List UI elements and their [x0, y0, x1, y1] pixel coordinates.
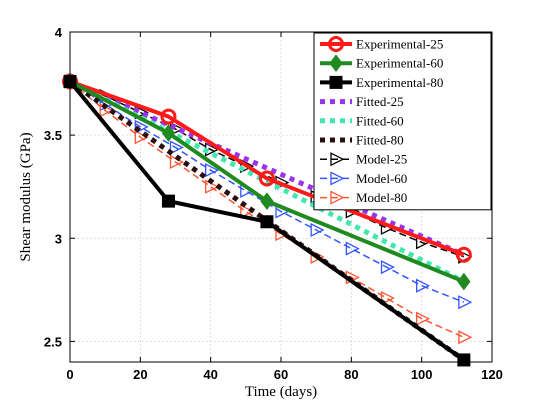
data-point — [458, 295, 473, 310]
data-point — [457, 272, 471, 291]
legend-entry: Experimental-25 — [320, 36, 443, 52]
y-tick-label: 2.5 — [44, 334, 62, 349]
x-tick-label: 60 — [274, 367, 288, 382]
legend-label: Experimental-25 — [356, 37, 443, 52]
legend-marker — [329, 54, 343, 73]
data-point — [134, 130, 149, 145]
data-point — [134, 119, 149, 134]
y-tick-label: 3.5 — [44, 128, 62, 143]
legend-label: Model-25 — [356, 152, 407, 167]
series-line — [69, 79, 465, 257]
x-tick-label: 100 — [411, 367, 433, 382]
legend-label: Experimental-60 — [356, 56, 443, 71]
series-line — [69, 79, 465, 284]
legend-entry: Model-25 — [320, 152, 407, 167]
series-layer — [62, 72, 473, 367]
data-point — [161, 194, 175, 208]
legend-entry: Fitted-60 — [320, 113, 404, 128]
y-tick-label: 3 — [55, 231, 62, 246]
legend-entry: Model-80 — [320, 190, 407, 205]
y-axis-label: Shear modulus (GPa) — [18, 132, 34, 261]
x-tick-label: 80 — [344, 367, 358, 382]
series-fitted-25 — [68, 79, 465, 258]
legend-entry: Fitted-25 — [320, 94, 404, 109]
legend-label: Experimental-80 — [356, 75, 443, 90]
series-experimental-80 — [63, 75, 471, 367]
series-line — [68, 80, 466, 362]
data-point — [260, 192, 274, 210]
legend-label: Fitted-25 — [356, 94, 404, 109]
legend-entry: Experimental-80 — [320, 75, 443, 90]
data-point — [345, 241, 360, 256]
legend-entry: Model-60 — [320, 171, 407, 186]
data-point — [161, 124, 176, 142]
legend-label: Model-80 — [356, 190, 407, 205]
data-point — [457, 353, 471, 367]
legend-label: Fitted-60 — [356, 113, 404, 128]
legend-entry: Fitted-80 — [320, 133, 404, 148]
series-line — [68, 79, 465, 258]
legend: Experimental-25 Experimental-60 Experiment… — [313, 32, 492, 211]
legend-marker — [330, 190, 345, 205]
data-point — [416, 278, 431, 293]
legend-marker — [330, 171, 345, 186]
data-point — [169, 140, 184, 155]
data-point — [380, 260, 395, 275]
data-point — [260, 215, 274, 229]
legend-label: Fitted-80 — [356, 133, 404, 148]
y-tick-label: 4 — [55, 25, 63, 40]
x-tick-label: 0 — [66, 367, 73, 382]
legend-label: Model-60 — [356, 171, 407, 186]
legend-marker — [329, 75, 343, 89]
x-axis-label: Time (days) — [245, 384, 317, 400]
data-point — [258, 170, 275, 187]
data-point — [160, 108, 177, 125]
axis-ticks: 0 20 40 60 80 100 120 2.5 3 3.5 4 — [44, 25, 503, 382]
x-tick-label: 120 — [481, 367, 503, 382]
data-point — [205, 163, 220, 178]
data-point — [380, 291, 395, 306]
legend-marker — [330, 152, 345, 167]
legend-marker — [328, 36, 344, 52]
data-point — [240, 204, 255, 219]
data-point — [310, 222, 325, 238]
x-tick-label: 20 — [133, 367, 147, 382]
data-point — [416, 311, 431, 326]
series-line — [69, 80, 465, 338]
data-point — [455, 246, 472, 263]
legend-entry: Experimental-60 — [320, 54, 443, 73]
data-point — [458, 330, 473, 345]
x-tick-label: 40 — [203, 367, 217, 382]
